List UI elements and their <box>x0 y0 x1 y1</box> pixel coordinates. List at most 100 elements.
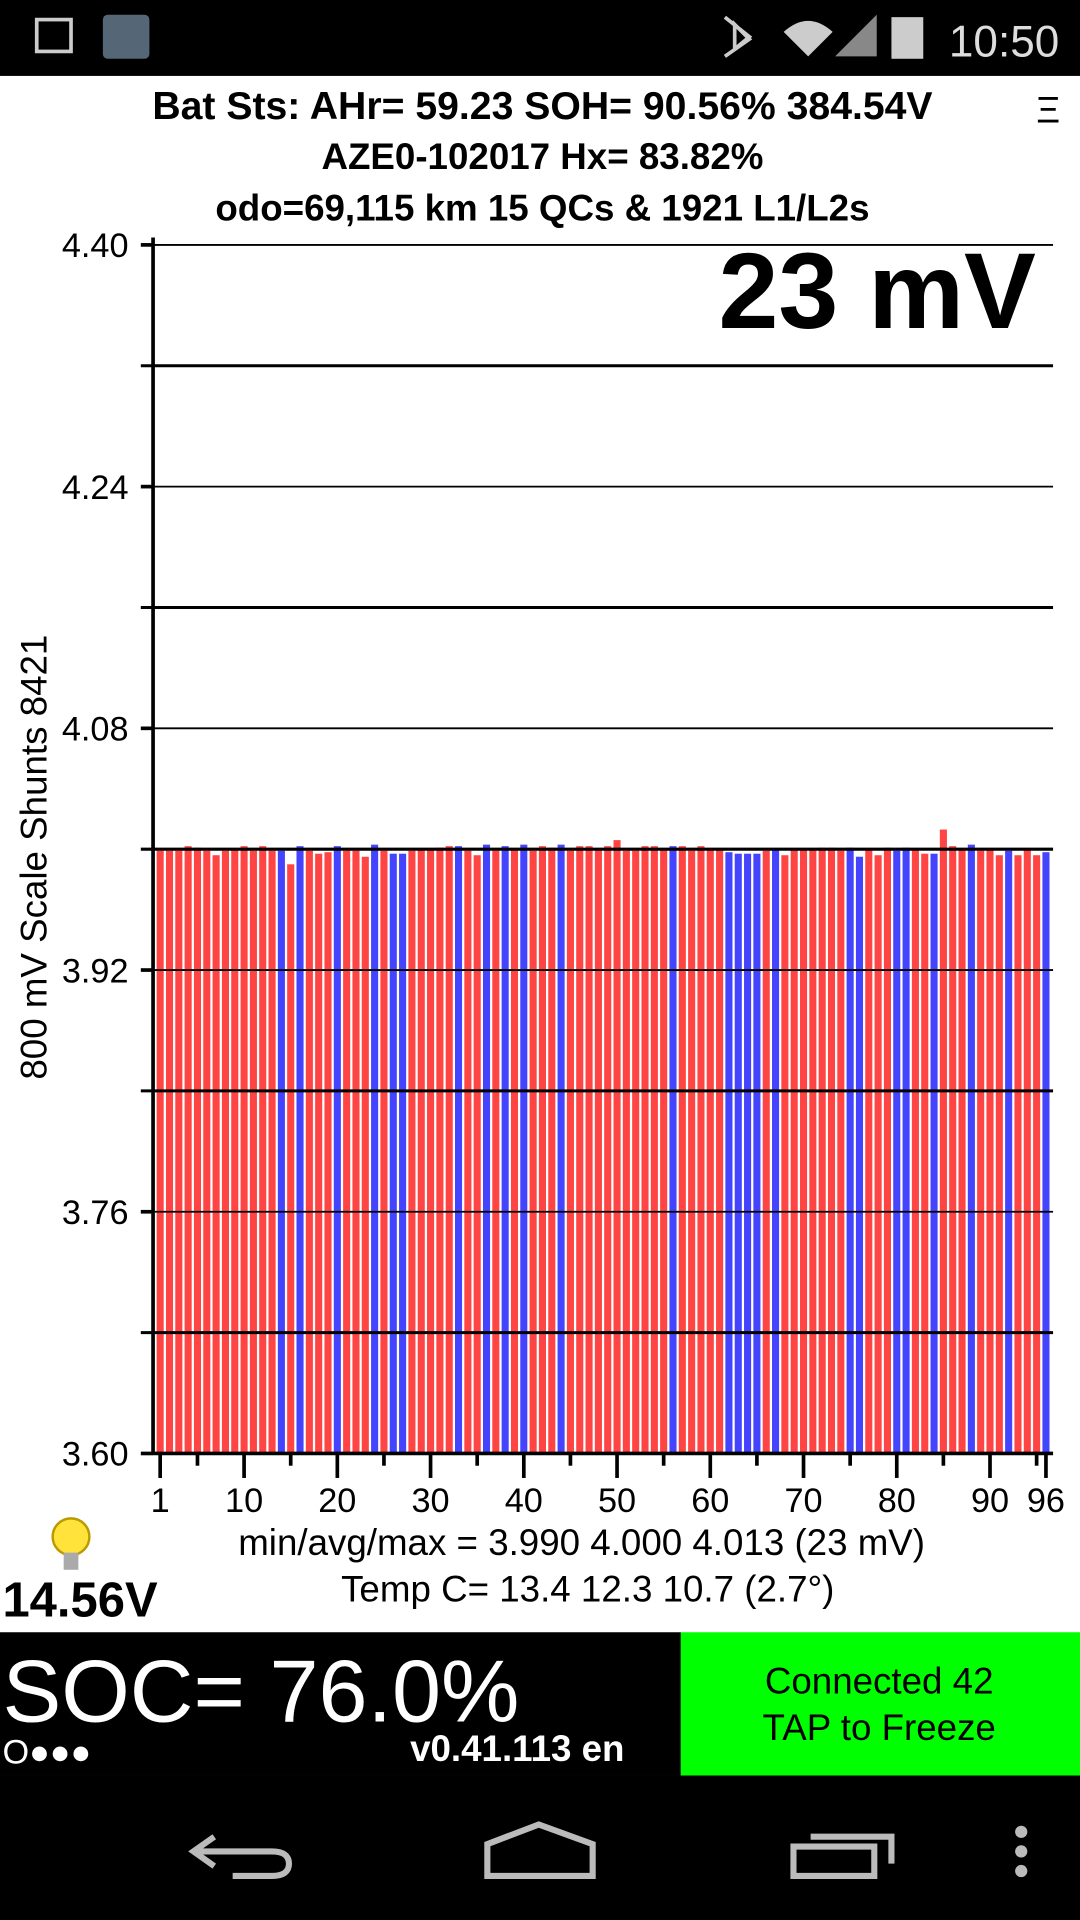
spread-readout: 23 mV <box>718 230 1036 351</box>
x-tick-label: 50 <box>598 1482 636 1520</box>
x-tick-label: 20 <box>318 1482 356 1520</box>
bar <box>324 852 332 1454</box>
status-dots: O●●● <box>2 1733 91 1771</box>
x-tick-label: 30 <box>412 1482 450 1520</box>
back-button[interactable] <box>188 1834 293 1879</box>
bar <box>399 853 407 1454</box>
bar <box>566 850 574 1454</box>
bar <box>427 849 435 1454</box>
bar <box>865 849 873 1454</box>
bar <box>296 846 304 1454</box>
bar <box>660 849 668 1454</box>
bar <box>352 850 360 1454</box>
bar <box>744 853 752 1454</box>
bar <box>501 846 509 1454</box>
recents-button[interactable] <box>790 1833 895 1879</box>
x-tick-label: 1 <box>151 1482 170 1520</box>
bar <box>827 847 836 1454</box>
bar <box>1014 855 1022 1454</box>
bar <box>632 850 640 1454</box>
bar <box>986 849 994 1454</box>
battery-icon <box>891 17 924 59</box>
bar <box>678 846 686 1454</box>
bar <box>510 849 519 1454</box>
x-tick-label: 96 <box>1027 1482 1065 1520</box>
bar <box>594 849 602 1454</box>
battery-status: Bat Sts: AHr= 59.23 SOH= 90.56% 384.54V <box>152 85 932 128</box>
bar <box>874 855 882 1454</box>
nav-bar <box>0 1775 1080 1920</box>
bar <box>921 853 929 1454</box>
bar <box>380 850 388 1454</box>
bar <box>520 844 528 1454</box>
wifi-icon <box>783 20 833 57</box>
bar <box>809 849 817 1454</box>
menu-button[interactable]: Ξ <box>1036 89 1060 130</box>
home-button[interactable] <box>484 1821 596 1879</box>
bar <box>958 849 966 1454</box>
bar <box>781 855 789 1454</box>
soc-readout: SOC= 76.0% <box>2 1642 519 1741</box>
plot: 3.60 3.76 3.92 4.08 4.24 4.40 1 10 20 30 40 50 60 70 8… <box>62 227 1065 1520</box>
bar <box>790 849 798 1454</box>
bar <box>930 853 938 1454</box>
bar <box>249 850 257 1454</box>
y-tick-label: 3.76 <box>62 1194 129 1232</box>
bar <box>893 850 901 1454</box>
bar <box>939 829 947 1454</box>
freeze-button[interactable] <box>680 1632 1080 1776</box>
bar <box>977 850 985 1454</box>
button-line[interactable]: Connected 42 <box>765 1660 994 1701</box>
bar <box>333 846 341 1454</box>
x-tick-label: 60 <box>691 1482 729 1520</box>
vehicle-info: AZE0-102017 Hx= 83.82% <box>321 136 763 177</box>
soc-panel <box>0 1632 681 1776</box>
bar <box>464 850 472 1454</box>
bar <box>203 850 211 1454</box>
bar <box>650 846 658 1454</box>
bar <box>473 855 481 1454</box>
bar <box>1042 852 1050 1454</box>
y-axis-label: 800 mV Scale Shunts 8421 <box>14 635 55 1080</box>
bar <box>576 846 584 1454</box>
bar <box>772 849 780 1454</box>
x-tick-label: 40 <box>505 1482 543 1520</box>
bar <box>268 850 276 1454</box>
bar <box>837 850 845 1454</box>
bar <box>697 846 705 1454</box>
overflow-button[interactable] <box>1015 1825 1028 1878</box>
bar <box>408 850 416 1454</box>
bar <box>762 850 770 1454</box>
bar <box>734 853 742 1454</box>
bar <box>287 864 295 1454</box>
button-line[interactable]: TAP to Freeze <box>763 1707 996 1748</box>
bar <box>212 855 220 1454</box>
bar <box>361 856 369 1454</box>
bar <box>240 846 248 1454</box>
bar <box>193 847 202 1454</box>
bar <box>753 853 761 1454</box>
bar <box>641 846 649 1454</box>
bar <box>454 846 463 1454</box>
x-tick-label: 70 <box>784 1482 822 1520</box>
app-icon <box>102 14 150 59</box>
bar <box>911 849 919 1454</box>
bar <box>231 849 239 1454</box>
y-tick-label: 4.08 <box>62 711 129 749</box>
bar <box>725 852 733 1454</box>
bar <box>371 844 379 1454</box>
bar <box>343 850 351 1454</box>
y-tick-label: 4.24 <box>62 469 129 507</box>
bar <box>548 847 556 1454</box>
bar <box>883 847 891 1454</box>
bulb-icon <box>51 1517 91 1570</box>
bar <box>529 850 537 1454</box>
bar <box>436 847 444 1454</box>
bar <box>417 849 425 1454</box>
clock: 10:50 <box>949 17 1059 66</box>
bar <box>165 850 174 1454</box>
bar <box>482 844 491 1454</box>
bar <box>492 850 500 1454</box>
